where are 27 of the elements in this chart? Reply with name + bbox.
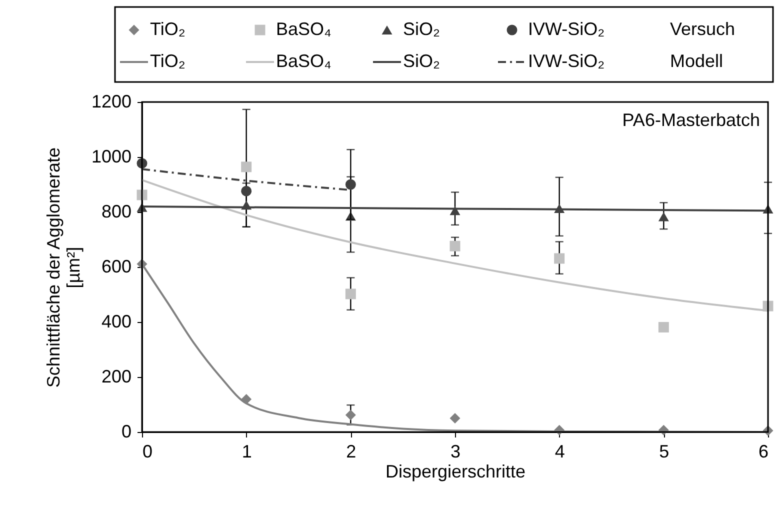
annotation: PA6-Masterbatch: [622, 110, 760, 130]
legend-label: SiO₂: [403, 19, 440, 39]
x-tick-label: 2: [346, 442, 356, 462]
y-tick-label: 600: [101, 256, 132, 276]
legend-label: BaSO₄: [276, 51, 332, 71]
legend-label: TiO₂: [150, 19, 186, 39]
legend-label: IVW-SiO₂: [528, 19, 605, 39]
legend-label: SiO₂: [403, 51, 440, 71]
legend-label: IVW-SiO₂: [528, 51, 605, 71]
y-tick-label: 400: [101, 312, 132, 332]
y-tick-label: 0: [121, 422, 132, 442]
x-tick-label: 6: [758, 442, 768, 462]
x-tick-label: 5: [659, 442, 670, 462]
x-tick-label: 4: [554, 442, 565, 462]
y-axis-title: Schnittfläche der Agglomerate [µm²]: [43, 147, 84, 388]
x-tick-label: 3: [450, 442, 461, 462]
y-tick-label: 200: [101, 366, 132, 386]
text: Versuch: [670, 19, 736, 39]
legend-label: TiO₂: [150, 51, 186, 71]
y-tick-label: 1000: [91, 146, 132, 166]
y-tick-label: 1200: [91, 92, 132, 112]
text: Modell: [670, 51, 724, 71]
legend-label: BaSO₄: [276, 19, 332, 39]
x-tick-label: 1: [242, 442, 252, 462]
y-tick-label: 800: [101, 202, 132, 222]
x-tick-label: 0: [142, 442, 153, 462]
x-axis-title: Dispergierschritte: [385, 462, 526, 482]
